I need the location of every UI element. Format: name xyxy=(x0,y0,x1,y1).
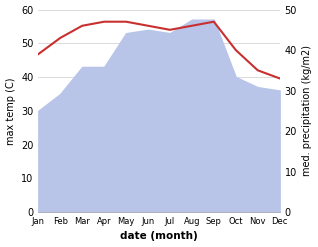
Y-axis label: max temp (C): max temp (C) xyxy=(5,77,16,144)
X-axis label: date (month): date (month) xyxy=(120,231,198,242)
Y-axis label: med. precipitation (kg/m2): med. precipitation (kg/m2) xyxy=(302,45,313,176)
